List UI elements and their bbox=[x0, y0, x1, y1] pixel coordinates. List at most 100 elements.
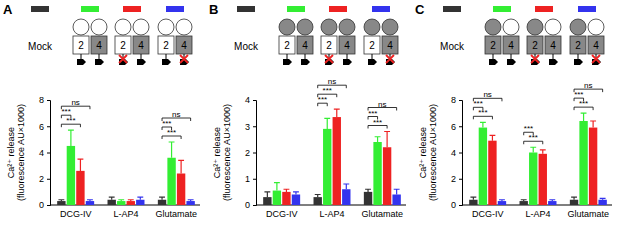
significance-label: *** bbox=[61, 107, 70, 116]
error-bar bbox=[540, 150, 546, 154]
bar bbox=[136, 200, 144, 205]
error-bar bbox=[118, 200, 124, 201]
subunit-box bbox=[364, 36, 380, 54]
stem bbox=[81, 54, 82, 59]
subunit-box bbox=[485, 36, 501, 54]
significance-label: *** bbox=[323, 86, 332, 95]
x-tick: L-AP4 bbox=[113, 205, 138, 219]
x-tick-label: L-AP4 bbox=[113, 209, 138, 219]
mock-label: Mock bbox=[234, 41, 259, 52]
error-bar bbox=[128, 200, 134, 201]
x-tick: DCG-IV bbox=[472, 205, 504, 219]
receptor-diagram: 24 bbox=[115, 19, 149, 65]
g-protein bbox=[283, 59, 292, 65]
subunit-label: 4 bbox=[181, 40, 187, 51]
y-axis: 01234 bbox=[245, 95, 257, 210]
error-bar bbox=[87, 200, 93, 201]
figure: AMock24242402468DCG-IVL-AP4GlutamateCa²⁺… bbox=[0, 0, 617, 240]
legend-swatch bbox=[123, 6, 141, 12]
bar bbox=[263, 197, 271, 205]
error-bar bbox=[375, 137, 381, 142]
bar bbox=[570, 200, 578, 205]
y-tick-label: 6 bbox=[451, 122, 456, 132]
y-tick: 4 bbox=[245, 95, 256, 105]
y-tick: 2 bbox=[245, 148, 256, 158]
significance-label: *** bbox=[368, 109, 377, 118]
stem bbox=[553, 54, 554, 59]
x-axis: DCG-IVL-AP4Glutamate bbox=[256, 205, 406, 219]
subunit-label: 2 bbox=[575, 40, 581, 51]
bar bbox=[498, 201, 506, 205]
significance-label: *** bbox=[318, 95, 327, 104]
y-tick-label: 6 bbox=[39, 122, 44, 132]
y-axis-title: Ca²⁺ release bbox=[212, 127, 222, 178]
mutation-cross bbox=[180, 55, 188, 63]
y-tick: 6 bbox=[39, 122, 50, 132]
error-bar bbox=[169, 142, 175, 158]
bar bbox=[57, 201, 65, 205]
y-axis: 02468 bbox=[451, 95, 463, 210]
subunit-box bbox=[297, 36, 313, 54]
bar bbox=[67, 146, 75, 205]
legend-swatch bbox=[166, 6, 184, 12]
y-tick: 4 bbox=[451, 148, 462, 158]
legend-swatch bbox=[287, 6, 305, 12]
error-bar bbox=[58, 200, 64, 201]
bar bbox=[333, 117, 341, 205]
y-axis-line bbox=[253, 101, 257, 206]
bar bbox=[108, 200, 116, 205]
receptor-diagram: 24 bbox=[279, 19, 313, 65]
significance-label: ns bbox=[71, 98, 79, 107]
subunit-box bbox=[158, 36, 174, 54]
x-tick: Glutamate bbox=[156, 205, 198, 219]
y-tick-label: 3 bbox=[245, 122, 250, 132]
x-tick: L-AP4 bbox=[319, 205, 344, 219]
y-tick-mark bbox=[459, 126, 462, 127]
y-tick-label: 0 bbox=[245, 200, 250, 210]
bar bbox=[579, 121, 587, 205]
y-tick-label: 4 bbox=[39, 148, 44, 158]
error-bar bbox=[109, 197, 115, 200]
ligand-domain bbox=[545, 19, 561, 35]
bar bbox=[158, 200, 166, 205]
receptor-diagram: 24 bbox=[485, 19, 519, 65]
mock-label: Mock bbox=[28, 41, 53, 52]
error-bar bbox=[365, 189, 371, 192]
g-protein bbox=[574, 59, 583, 65]
x-tick: Glutamate bbox=[568, 205, 610, 219]
error-bar bbox=[77, 159, 83, 171]
significance: ******ns******ns bbox=[61, 98, 190, 139]
receptor-diagram: 24 bbox=[364, 19, 398, 65]
receptor-diagram: 24 bbox=[158, 19, 192, 65]
y-tick: 0 bbox=[451, 200, 462, 210]
subunit-box bbox=[382, 36, 398, 54]
x-axis: DCG-IVL-AP4Glutamate bbox=[50, 205, 200, 219]
legend-swatch bbox=[535, 6, 553, 12]
bar bbox=[323, 129, 331, 205]
y-tick-label: 0 bbox=[451, 200, 456, 210]
subunit-box bbox=[503, 36, 519, 54]
significance-label: *** bbox=[162, 119, 171, 128]
plot-area bbox=[263, 109, 401, 205]
error-bar bbox=[590, 121, 596, 128]
bar bbox=[86, 201, 94, 205]
subunit-label: 4 bbox=[387, 40, 393, 51]
plot-area bbox=[57, 130, 195, 205]
ligand-domain bbox=[133, 19, 149, 35]
x-axis: DCG-IVL-AP4Glutamate bbox=[462, 205, 612, 219]
x-tick-label: DCG-IV bbox=[472, 209, 504, 219]
bar bbox=[392, 195, 400, 206]
panel: BMock24242401234DCG-IVL-AP4GlutamateCa²⁺… bbox=[209, 2, 406, 219]
subunit-label: 2 bbox=[369, 40, 375, 51]
subunit-label: 2 bbox=[490, 40, 496, 51]
bar bbox=[364, 192, 372, 205]
error-bar bbox=[394, 189, 400, 194]
ligand-domain bbox=[115, 19, 131, 35]
bar bbox=[598, 200, 606, 205]
bar bbox=[167, 158, 175, 205]
panel: AMock24242402468DCG-IVL-AP4GlutamateCa²⁺… bbox=[3, 2, 200, 219]
x-tick-label: DCG-IV bbox=[266, 209, 298, 219]
y-tick-label: 4 bbox=[245, 95, 250, 105]
error-bar bbox=[549, 200, 555, 201]
bar bbox=[292, 195, 300, 206]
